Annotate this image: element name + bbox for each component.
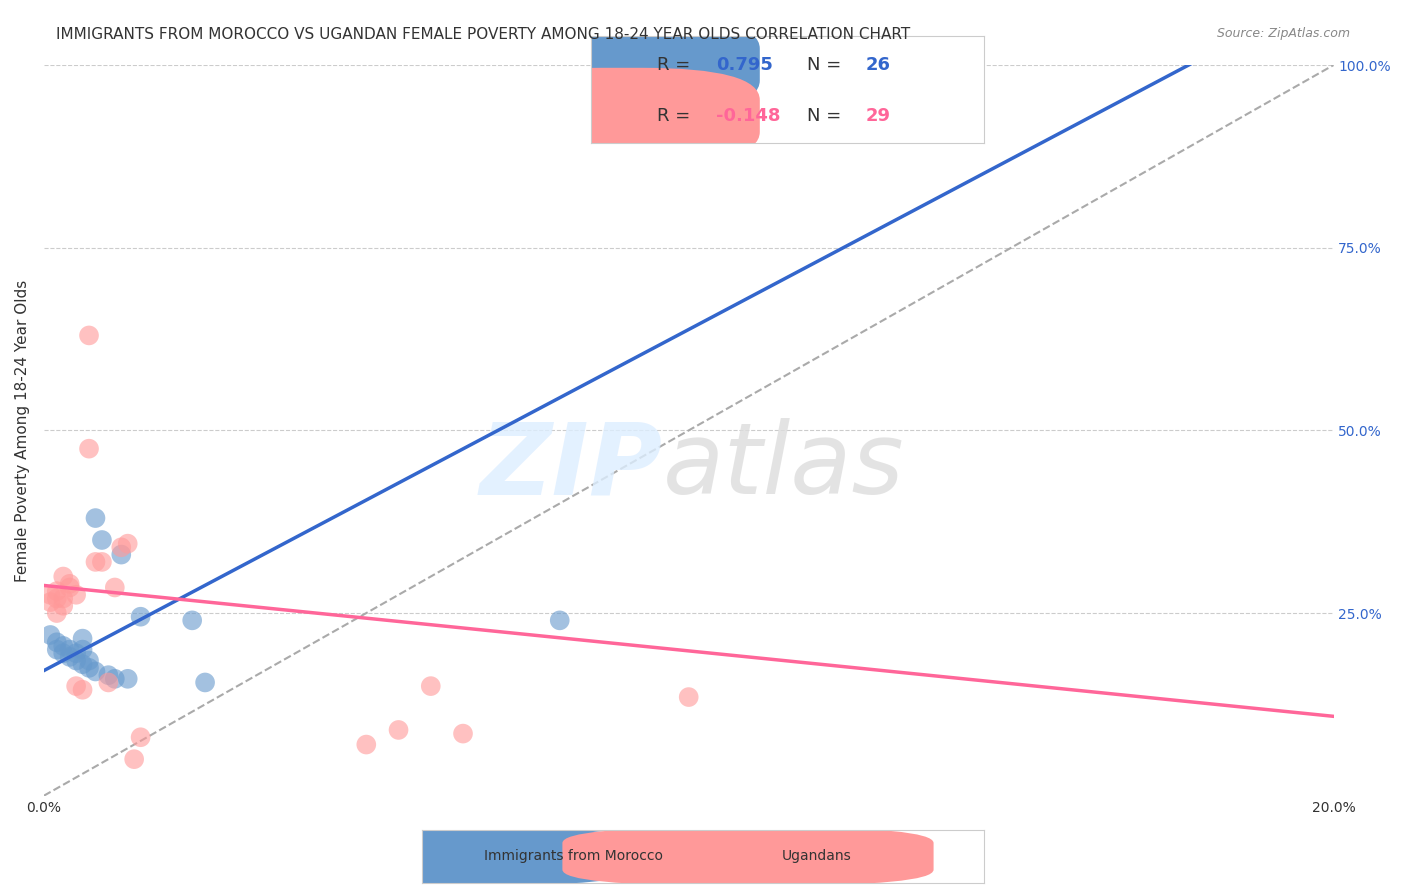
Point [451,726,474,740]
Point [39,595,62,609]
Point [52,569,75,583]
Point [59,581,82,595]
Point [77,654,100,668]
Point [129,731,152,745]
Point [104,581,127,595]
Point [90,555,112,569]
Point [59,577,82,591]
Text: Ugandans: Ugandans [782,849,852,863]
Point [45,642,67,657]
Point [45,584,67,599]
Point [72,682,94,697]
Point [104,672,127,686]
Point [97,675,120,690]
FancyBboxPatch shape [264,827,636,886]
Point [65,588,87,602]
Point [52,599,75,613]
Point [90,533,112,547]
FancyBboxPatch shape [562,827,934,886]
Point [84,511,107,525]
Text: N =: N = [807,107,846,125]
Point [52,591,75,606]
Point [72,642,94,657]
Point [356,738,378,752]
Point [72,632,94,646]
FancyBboxPatch shape [484,16,759,112]
Point [65,654,87,668]
Point [52,646,75,660]
Text: 0.795: 0.795 [717,55,773,73]
Point [129,609,152,624]
Point [194,675,217,690]
Point [84,555,107,569]
Point [678,690,700,704]
Y-axis label: Female Poverty Among 18-24 Year Olds: Female Poverty Among 18-24 Year Olds [15,279,30,582]
FancyBboxPatch shape [484,68,759,164]
Point [45,635,67,649]
Text: R =: R = [658,107,696,125]
Text: IMMIGRANTS FROM MOROCCO VS UGANDAN FEMALE POVERTY AMONG 18-24 YEAR OLDS CORRELAT: IMMIGRANTS FROM MOROCCO VS UGANDAN FEMAL… [56,27,911,42]
Point [45,591,67,606]
Point [39,628,62,642]
Point [419,679,441,693]
Point [838,80,860,95]
Point [548,613,571,627]
Text: Source: ZipAtlas.com: Source: ZipAtlas.com [1216,27,1350,40]
Point [84,665,107,679]
Point [122,752,145,766]
Point [387,723,409,737]
Text: 29: 29 [866,107,891,125]
Text: atlas: atlas [662,418,904,516]
Point [65,646,87,660]
Point [110,548,132,562]
Point [77,442,100,456]
Point [181,613,204,627]
Text: ZIP: ZIP [479,418,662,516]
Point [775,80,797,95]
Point [110,541,132,555]
Point [77,328,100,343]
Point [77,661,100,675]
Text: R =: R = [658,55,696,73]
Point [52,639,75,653]
Point [59,649,82,664]
Point [97,668,120,682]
Point [72,657,94,672]
Point [39,588,62,602]
Point [65,679,87,693]
Point [45,606,67,620]
Point [117,536,139,550]
Text: N =: N = [807,55,846,73]
Text: -0.148: -0.148 [717,107,780,125]
Point [59,642,82,657]
Text: Immigrants from Morocco: Immigrants from Morocco [484,849,662,863]
Text: 26: 26 [866,55,891,73]
Point [117,672,139,686]
